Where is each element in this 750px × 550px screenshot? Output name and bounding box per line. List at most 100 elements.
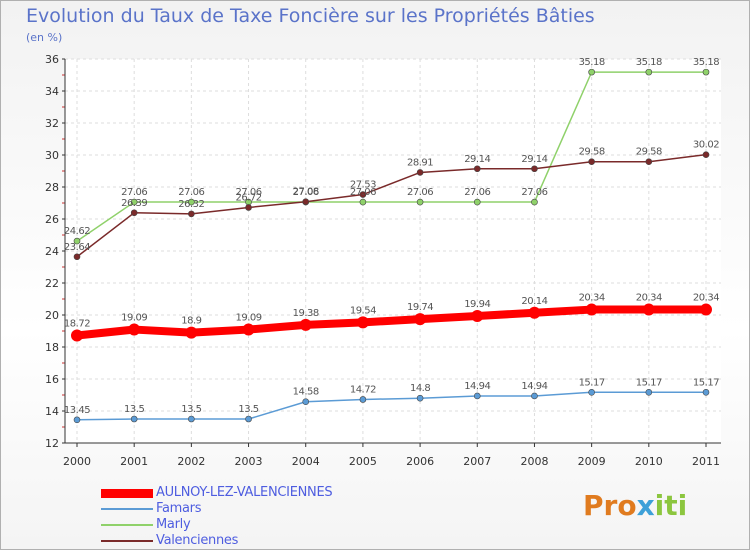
- series-valenciennes: [73, 151, 710, 261]
- data-label-famars: 14.8: [410, 383, 430, 394]
- y-tick-label: 20: [45, 309, 59, 322]
- data-label-valenciennes: 27.53: [350, 180, 376, 191]
- data-label-valenciennes: 26.72: [235, 192, 261, 203]
- x-tick-label: 2001: [120, 455, 148, 468]
- chart-subtitle: (en %): [26, 31, 63, 44]
- y-tick-label: 18: [45, 341, 59, 354]
- x-tick-label: 2006: [406, 455, 434, 468]
- data-label-famars: 15.17: [636, 377, 662, 388]
- x-tick-label: 2002: [177, 455, 205, 468]
- data-label-valenciennes: 26.39: [121, 198, 147, 209]
- data-label-famars: 13.45: [64, 405, 90, 416]
- y-tick-label: 36: [45, 53, 59, 66]
- data-point-famars: [188, 415, 195, 423]
- legend-swatch: [101, 524, 153, 526]
- data-label-marly: 27.06: [121, 187, 147, 198]
- y-tick-label: 16: [45, 373, 59, 386]
- data-point-marly: [473, 198, 481, 206]
- y-tick-label: 22: [45, 277, 59, 290]
- data-point-aulnoy-lez-valenciennes: [414, 313, 427, 326]
- x-tick-label: 2007: [463, 455, 491, 468]
- data-label-aulnoy-lez-valenciennes: 19.94: [464, 299, 490, 310]
- legend-swatch: [101, 488, 153, 498]
- data-point-aulnoy-lez-valenciennes: [185, 326, 198, 339]
- data-label-marly: 27.06: [293, 187, 319, 198]
- data-label-valenciennes: 30.02: [693, 140, 719, 151]
- data-label-marly: 35.18: [693, 57, 719, 68]
- data-point-aulnoy-lez-valenciennes: [642, 303, 655, 316]
- data-point-marly: [73, 237, 81, 245]
- grid-lines: [65, 58, 721, 444]
- x-tick-label: 2008: [520, 455, 548, 468]
- data-point-marly: [645, 68, 653, 76]
- series-lines: [71, 68, 712, 424]
- data-point-marly: [531, 198, 538, 206]
- data-label-aulnoy-lez-valenciennes: 19.38: [293, 308, 319, 319]
- legend-label: Valenciennes: [156, 533, 239, 548]
- data-label-marly: 27.06: [178, 187, 204, 198]
- data-point-valenciennes: [130, 209, 138, 217]
- data-label-marly: 27.06: [350, 187, 376, 198]
- data-point-aulnoy-lez-valenciennes: [471, 309, 484, 322]
- data-label-marly: 35.18: [579, 57, 605, 68]
- data-point-valenciennes: [645, 158, 653, 166]
- data-point-marly: [130, 198, 138, 206]
- y-tick-label: 24: [45, 245, 59, 258]
- data-label-aulnoy-lez-valenciennes: 18.72: [64, 318, 90, 329]
- data-label-famars: 13.5: [124, 404, 144, 415]
- data-point-valenciennes: [531, 165, 538, 173]
- data-label-famars: 14.94: [464, 381, 490, 392]
- logo-part-3: iti: [654, 489, 688, 522]
- data-point-aulnoy-lez-valenciennes: [71, 329, 83, 342]
- x-tick-label: 2011: [692, 455, 720, 468]
- data-point-famars: [645, 388, 653, 396]
- y-tick-label: 26: [45, 213, 59, 226]
- data-label-aulnoy-lez-valenciennes: 20.34: [636, 293, 662, 304]
- series-line-famars: [76, 391, 706, 421]
- data-label-aulnoy-lez-valenciennes: 19.09: [235, 313, 261, 324]
- axes: 12 14 16 18 20 22 24 26 28 30 32 34 36 2000 2001 2002 20…: [45, 53, 721, 468]
- x-tick-label: 2003: [235, 455, 263, 468]
- data-point-famars: [702, 388, 710, 396]
- data-label-valenciennes: 23.64: [64, 242, 90, 253]
- data-label-valenciennes: 29.14: [521, 154, 547, 165]
- data-label-valenciennes: 29.14: [464, 154, 490, 165]
- data-label-aulnoy-lez-valenciennes: 20.14: [521, 296, 547, 307]
- data-label-marly: 27.06: [521, 187, 547, 198]
- data-label-aulnoy-lez-valenciennes: 19.09: [121, 313, 147, 324]
- series-famars: [73, 388, 710, 424]
- data-label-marly: 27.06: [407, 187, 433, 198]
- data-point-famars: [416, 394, 424, 402]
- data-label-valenciennes: 27.08: [293, 187, 319, 198]
- y-tick-label: 32: [45, 117, 59, 130]
- series-line-aulnoy-lez-valenciennes: [76, 305, 706, 340]
- y-tick-label: 12: [45, 437, 59, 450]
- data-point-aulnoy-lez-valenciennes: [356, 316, 369, 329]
- y-tick-label: 28: [45, 181, 59, 194]
- data-point-valenciennes: [245, 204, 252, 211]
- data-point-famars: [73, 416, 81, 424]
- data-point-marly: [702, 68, 710, 76]
- data-point-valenciennes: [702, 151, 710, 158]
- x-tick-label: 2000: [63, 455, 91, 468]
- x-tick-label: 2009: [578, 455, 606, 468]
- y-tick-label: 34: [45, 85, 59, 98]
- data-label-aulnoy-lez-valenciennes: 19.54: [350, 305, 376, 316]
- data-point-marly: [359, 198, 367, 206]
- data-point-aulnoy-lez-valenciennes: [299, 318, 312, 331]
- data-point-valenciennes: [588, 158, 595, 166]
- data-point-aulnoy-lez-valenciennes: [128, 323, 141, 336]
- legend-label: Marly: [156, 517, 191, 532]
- data-point-aulnoy-lez-valenciennes: [528, 306, 541, 319]
- data-label-marly: 27.06: [235, 187, 261, 198]
- y-tick-label: 14: [45, 405, 59, 418]
- data-point-valenciennes: [302, 198, 310, 206]
- legend-label: Famars: [156, 501, 202, 516]
- x-tick-label: 2010: [635, 455, 663, 468]
- data-label-marly: 24.62: [64, 226, 90, 237]
- data-point-marly: [416, 198, 424, 206]
- series-line-marly: [76, 71, 706, 242]
- data-label-marly: 35.18: [636, 57, 662, 68]
- data-point-marly: [188, 198, 195, 206]
